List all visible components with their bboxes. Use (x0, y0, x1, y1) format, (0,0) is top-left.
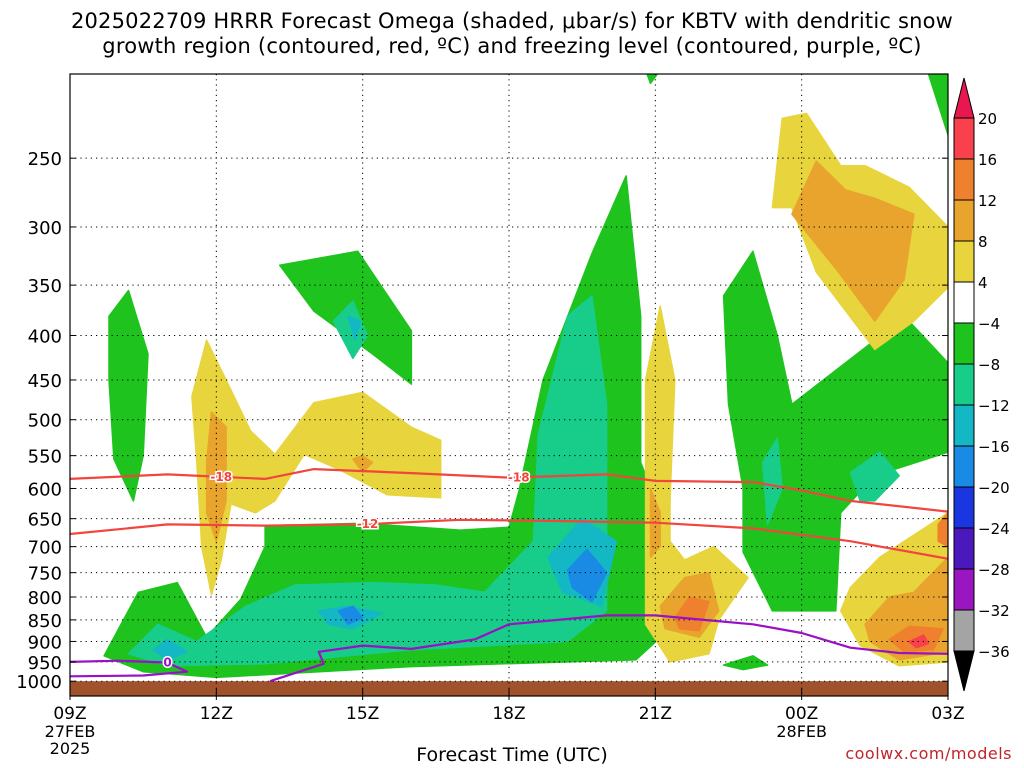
colorbar-label-7: −12 (978, 397, 1010, 415)
pressure-axis: 2503003504004505005506006507007508008509… (16, 149, 948, 693)
colorbar-band-0 (953, 117, 975, 160)
colorbar-band-9 (953, 486, 975, 529)
omega-region-1-2 (761, 437, 783, 526)
omega-region-5-4 (791, 160, 915, 322)
x-tick-label-15Z: 15Z (346, 704, 379, 724)
y-tick-label-400: 400 (28, 327, 62, 348)
y-tick-label-600: 600 (28, 479, 62, 500)
y-tick-label-350: 350 (28, 276, 62, 297)
colorbar-label-0: 20 (978, 110, 997, 128)
x-axis-label: Forecast Time (UTC) (416, 744, 608, 766)
x-sublabel-0-0: 27FEB (45, 722, 96, 741)
omega-region-2-3 (347, 315, 361, 341)
colorbar-bottom-triangle (953, 650, 975, 692)
colorbar-band-1 (953, 158, 975, 201)
y-tick-label-700: 700 (28, 538, 62, 559)
colorbar-band-2 (953, 199, 975, 242)
y-tick-label-800: 800 (28, 588, 62, 609)
x-tick-label-21Z: 21Z (639, 704, 672, 724)
colorbar-label-8: −16 (978, 438, 1010, 456)
colorbar-band-5 (953, 322, 975, 365)
chart-title-line-2: growth region (contoured, red, ºC) and f… (102, 34, 922, 58)
omega-region-0-4 (722, 655, 769, 671)
colorbar-band-10 (953, 527, 975, 570)
colorbar-band-6 (953, 363, 975, 406)
colorbar-band-4 (953, 281, 975, 324)
contour-line-3 (269, 614, 948, 683)
grid-lines (69, 74, 949, 696)
colorbar-label-3: 8 (978, 233, 988, 251)
colorbar-band-11 (953, 568, 975, 611)
colorbar: 20 16 12 8 4 −4 −8 −12 −16 −20 −24 −28 −32 −36 (953, 77, 1010, 692)
omega-region-4-0 (191, 339, 442, 596)
x-sublabel-1-0: 28FEB (776, 722, 827, 741)
contour-lines (70, 468, 948, 683)
contour-label-2-0: 0 (163, 656, 171, 670)
y-tick-label-500: 500 (28, 411, 62, 432)
contour-line-1 (70, 518, 948, 560)
omega-region-0-6 (646, 74, 659, 85)
x-tick-label-18Z: 18Z (492, 704, 525, 724)
colorbar-band-3 (953, 240, 975, 283)
omega-region-0-3 (722, 250, 948, 612)
omega-shading (103, 74, 948, 679)
omega-region-3-0 (566, 548, 608, 603)
colorbar-label-11: −28 (978, 561, 1010, 579)
y-tick-label-300: 300 (28, 218, 62, 239)
omega-region-4-1 (644, 305, 749, 663)
colorbar-top-triangle (953, 77, 975, 119)
x-tick-label-00Z: 00Z (785, 704, 818, 724)
colorbar-label-5: −4 (978, 315, 1000, 333)
omega-region-0-0 (108, 289, 149, 502)
contour-label-0-0: -18 (210, 470, 232, 484)
y-tick-label-850: 850 (28, 611, 62, 632)
colorbar-band-7 (953, 404, 975, 447)
x-tick-label-03Z: 03Z (931, 704, 964, 724)
colorbar-label-13: −36 (978, 643, 1010, 661)
x-tick-label-12Z: 12Z (200, 704, 233, 724)
contour-line-2 (70, 659, 189, 678)
colorbar-band-12 (953, 609, 975, 652)
omega-region-2-0 (152, 638, 188, 661)
y-tick-label-750: 750 (28, 564, 62, 585)
credit-text: coolwx.com/models (845, 744, 1012, 763)
colorbar-label-4: 4 (978, 274, 988, 292)
colorbar-label-12: −32 (978, 602, 1010, 620)
omega-region-1-0 (127, 295, 608, 667)
y-tick-label-650: 650 (28, 510, 62, 531)
colorbar-label-1: 16 (978, 151, 997, 169)
contour-label-0-1: -18 (508, 470, 530, 484)
omega-region-0-5 (927, 74, 948, 136)
y-tick-label-250: 250 (28, 149, 62, 170)
x-tick-label-09Z: 09Z (53, 704, 86, 724)
y-tick-label-900: 900 (28, 632, 62, 653)
y-tick-label-950: 950 (28, 653, 62, 674)
chart-title-line-1: 2025022709 HRRR Forecast Omega (shaded, … (70, 9, 954, 33)
colorbar-label-6: −8 (978, 356, 1000, 374)
contour-line-0 (70, 468, 948, 513)
omega-region-6-2 (937, 512, 948, 548)
contour-labels: -18 -18 -12 0 (162, 468, 531, 671)
omega-region-6-0 (674, 596, 710, 632)
colorbar-label-9: −20 (978, 479, 1010, 497)
x-sublabel-0-1: 2025 (50, 739, 91, 758)
colorbar-label-2: 12 (978, 192, 997, 210)
contour-label-1-0: -12 (357, 517, 379, 531)
y-tick-label-1000: 1000 (16, 672, 62, 693)
colorbar-label-10: −24 (978, 520, 1010, 538)
colorbar-band-8 (953, 445, 975, 488)
y-tick-label-450: 450 (28, 371, 62, 392)
y-tick-label-550: 550 (28, 447, 62, 468)
